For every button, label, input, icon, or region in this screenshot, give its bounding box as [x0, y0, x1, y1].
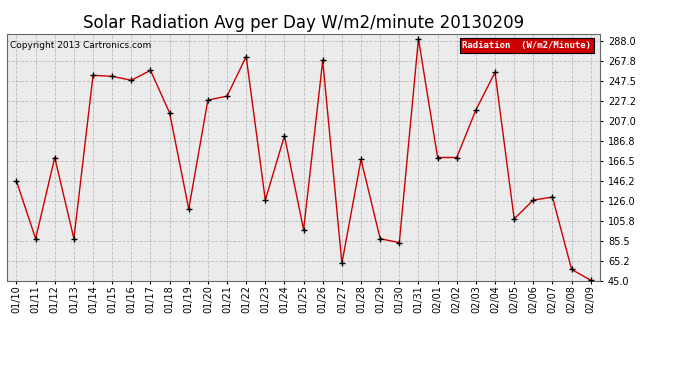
Title: Solar Radiation Avg per Day W/m2/minute 20130209: Solar Radiation Avg per Day W/m2/minute … [83, 14, 524, 32]
Text: Radiation  (W/m2/Minute): Radiation (W/m2/Minute) [462, 41, 591, 50]
Text: Copyright 2013 Cartronics.com: Copyright 2013 Cartronics.com [10, 41, 151, 50]
